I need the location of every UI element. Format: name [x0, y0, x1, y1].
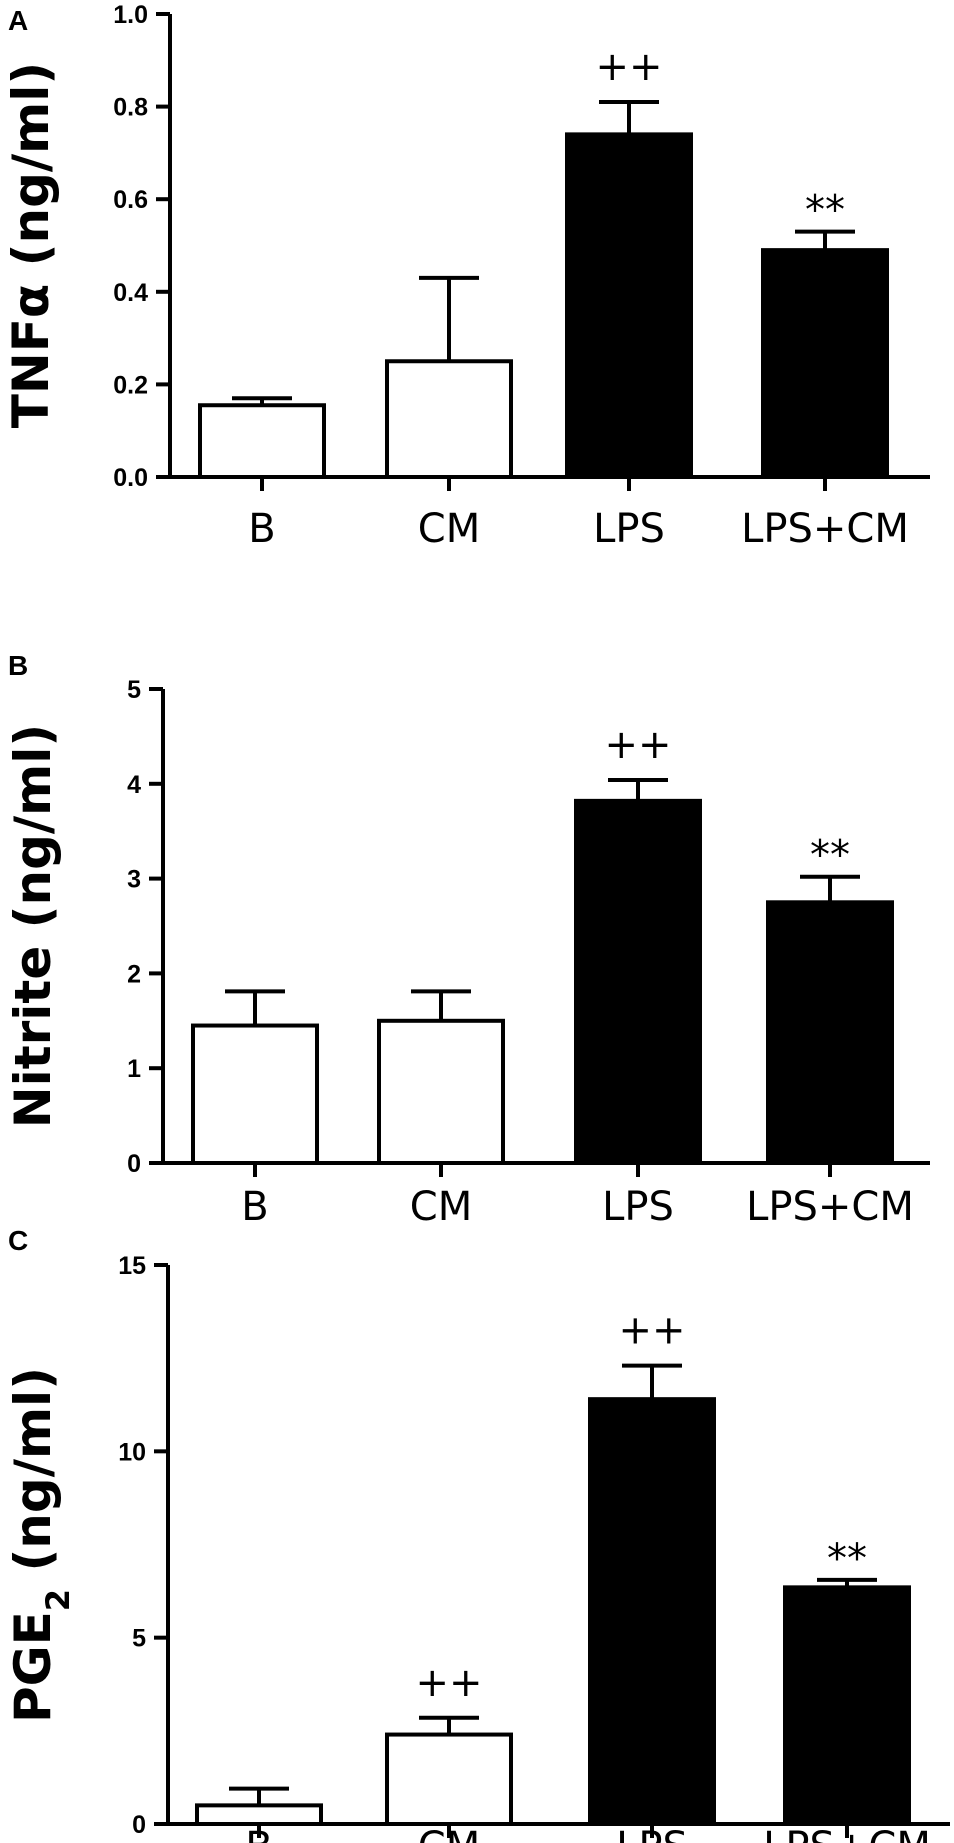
x-category-label: LPS: [602, 1184, 674, 1230]
x-category-label: CM: [418, 506, 480, 552]
y-axis-title: PGE2 (ng/ml): [4, 1367, 77, 1723]
x-category-label: LPS+CM: [746, 1184, 914, 1230]
significance-mark: **: [827, 1536, 867, 1582]
significance-mark: **: [805, 188, 845, 234]
bar-lps-plus-cm: [766, 900, 894, 1165]
y-tick-label: 10: [118, 1438, 146, 1466]
y-tick-label: 4: [127, 771, 141, 799]
y-tick-label: 0: [127, 1150, 141, 1178]
panel-label: A: [8, 5, 28, 36]
significance-mark: **: [810, 833, 850, 879]
bar-b: [191, 1023, 319, 1166]
bar-cm: [385, 359, 513, 479]
y-tick-label: 15: [118, 1252, 146, 1280]
y-tick-label: 2: [127, 960, 141, 988]
y-tick-label: 3: [127, 866, 141, 894]
x-category-label: CM: [410, 1184, 472, 1230]
y-axis-title: Nitrite (ng/ml): [4, 724, 62, 1129]
bar-b: [198, 403, 326, 479]
significance-mark: ++: [604, 722, 671, 768]
y-tick-label: 0.8: [113, 94, 148, 122]
bar-lps: [565, 132, 693, 479]
y-tick-label: 0.0: [113, 464, 148, 492]
panel-label: C: [8, 1225, 28, 1256]
y-tick-label: 5: [127, 676, 141, 704]
x-category-label: LPS: [593, 506, 665, 552]
significance-mark: ++: [595, 44, 662, 90]
y-axis-title: TNFα (ng/ml): [2, 62, 60, 428]
y-tick-label: 0.2: [113, 371, 148, 399]
x-category-label: B: [241, 1184, 268, 1230]
x-category-label: B: [248, 506, 275, 552]
x-category-label: LPS+CM: [763, 1824, 931, 1843]
y-tick-label: 5: [132, 1625, 146, 1653]
significance-mark: ++: [415, 1660, 482, 1706]
y-tick-label: 0.6: [113, 186, 148, 214]
bar-lps: [588, 1397, 716, 1827]
y-tick-label: 1: [127, 1055, 141, 1083]
y-axis-title-tail: (ng/ml): [4, 1367, 62, 1589]
chart-panel-c: C PGE2 (ng/ml) 0 5 10 15 B CM ++ LPS ++ LPS+CM **: [4, 1225, 950, 1843]
x-category-label: LPS: [616, 1824, 688, 1843]
significance-mark: ++: [618, 1308, 685, 1354]
y-axis-title-subscript: 2: [39, 1589, 77, 1611]
chart-panel-b: B Nitrite (ng/ml) 0 1 2 3 4 5 B CM LPS ++ LPS+CM **: [4, 650, 930, 1230]
y-tick-label: 0.4: [113, 279, 148, 307]
bar-cm: [385, 1732, 513, 1827]
x-category-label: LPS+CM: [741, 506, 909, 552]
bar-lps-plus-cm: [761, 248, 889, 479]
panel-label: B: [8, 650, 28, 681]
bar-cm: [377, 1018, 505, 1165]
bar-lps: [574, 798, 702, 1165]
y-tick-label: 0: [132, 1811, 146, 1839]
bar-lps-plus-cm: [783, 1585, 911, 1827]
y-tick-label: 1.0: [113, 1, 148, 29]
x-category-label: B: [245, 1824, 272, 1843]
chart-panel-a: A TNFα (ng/ml) 0.0 0.2 0.4 0.6 0.8 1.0 B CM LPS ++ L…: [2, 1, 930, 552]
bar-b: [195, 1803, 323, 1827]
x-category-label: CM: [418, 1824, 480, 1843]
